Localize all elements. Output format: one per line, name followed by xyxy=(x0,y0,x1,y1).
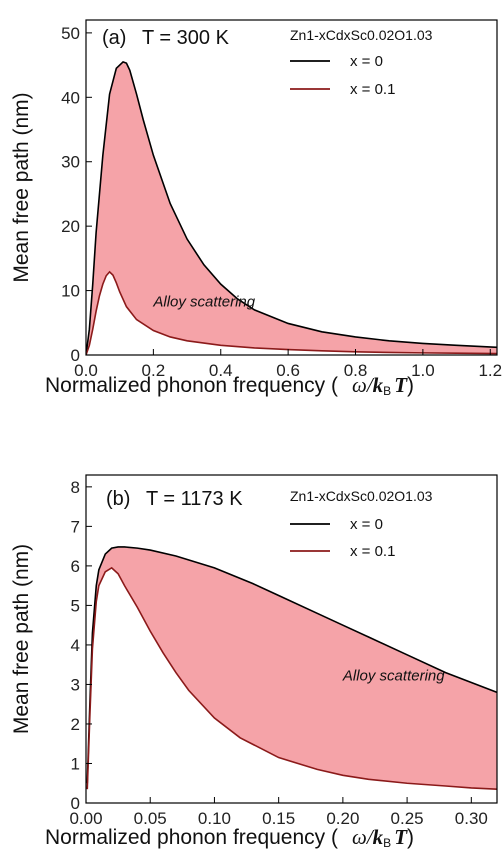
x-axis-title: Normalized phonon frequency ( ω/kB T) xyxy=(45,825,414,850)
x-tick-label: 0.0 xyxy=(74,361,98,380)
legend-label: x = 0 xyxy=(350,516,383,533)
plot-frame xyxy=(85,19,498,356)
y-tick-label: 6 xyxy=(71,557,80,576)
t-symbol: T xyxy=(394,373,408,397)
close-paren: ) xyxy=(407,826,414,849)
y-tick-label: 4 xyxy=(71,636,80,655)
alloy-scattering-annotation: Alloy scattering xyxy=(342,667,445,684)
x-tick-label: 0.4 xyxy=(209,361,233,380)
omega-symbol: ω xyxy=(352,825,367,849)
y-tick-label: 20 xyxy=(61,217,80,236)
close-paren: ) xyxy=(407,374,414,397)
y-tick-label: 40 xyxy=(61,88,80,107)
alloy-scattering-annotation: Alloy scattering xyxy=(152,294,255,311)
alloy-scattering-region xyxy=(87,546,497,790)
x-tick-label: 1.2 xyxy=(478,361,502,380)
panel-b: 0.00 0.05 0.10 0.15 0.20 0.25 0.30 0 1 2 3 4 5 6 7 8 Mea… xyxy=(10,474,498,850)
t-symbol: T xyxy=(394,825,408,849)
k-symbol: k xyxy=(373,825,384,849)
k-symbol: k xyxy=(373,373,384,397)
y-tick-label: 50 xyxy=(61,24,80,43)
series-line-x01 xyxy=(86,566,497,790)
x-tick-label: 0.2 xyxy=(142,361,166,380)
x-tick-label: 0.20 xyxy=(326,809,359,828)
y-tick-label: 3 xyxy=(71,675,80,694)
legend-label: x = 0.1 xyxy=(350,81,395,98)
y-tick-label: 7 xyxy=(71,517,80,536)
slash-symbol: / xyxy=(366,373,375,397)
x-tick-label: 0.00 xyxy=(69,809,102,828)
x-tick-label: 0.15 xyxy=(262,809,295,828)
y-tick-label: 8 xyxy=(71,478,80,497)
y-tick-label: 0 xyxy=(71,794,80,813)
b-subscript: B xyxy=(383,384,391,398)
y-tick-label: 30 xyxy=(61,153,80,172)
panel-a: 0.0 0.2 0.4 0.6 0.8 1.0 1.2 0 10 20 30 40 50 Mean fre… xyxy=(10,19,502,398)
x-axis-title: Normalized phonon frequency ( ω/kB T) xyxy=(45,373,414,398)
temperature-label: T = 1173 K xyxy=(146,488,243,510)
x-tick-label: 0.8 xyxy=(344,361,368,380)
temperature-label: T = 300 K xyxy=(142,27,230,49)
x-tick-label: 0.6 xyxy=(276,361,300,380)
panel-label: (a) xyxy=(102,27,126,49)
legend-title: Zn1-xCdxSc0.02O1.03 xyxy=(290,488,433,504)
x-tick-label: 0.05 xyxy=(134,809,167,828)
y-tick-label: 5 xyxy=(71,596,80,615)
x-tick-label: 0.30 xyxy=(455,809,488,828)
legend-label: x = 0 xyxy=(350,53,383,70)
y-axis-title: Mean free path (nm) xyxy=(10,92,33,282)
y-tick-label: 0 xyxy=(71,346,80,365)
b-subscript: B xyxy=(383,836,391,850)
y-tick-label: 10 xyxy=(61,282,80,301)
series-line-x0 xyxy=(86,60,497,355)
y-tick-label: 1 xyxy=(71,754,80,773)
y-tick-label: 2 xyxy=(71,715,80,734)
plot-frame xyxy=(85,474,498,804)
x-tick-label: 1.0 xyxy=(411,361,435,380)
legend-label: x = 0.1 xyxy=(350,543,395,560)
y-axis-title: Mean free path (nm) xyxy=(10,544,33,734)
slash-symbol: / xyxy=(366,825,375,849)
x-tick-label: 0.10 xyxy=(198,809,231,828)
series-line-x0 xyxy=(86,546,497,784)
legend-title: Zn1-xCdxSc0.02O1.03 xyxy=(290,27,433,43)
omega-symbol: ω xyxy=(352,373,367,397)
x-axis-title-text: Normalized phonon frequency ( xyxy=(45,826,338,849)
panel-label: (b) xyxy=(106,488,130,510)
alloy-scattering-region xyxy=(86,61,497,355)
x-axis-title-text: Normalized phonon frequency ( xyxy=(45,374,338,397)
x-tick-label: 0.25 xyxy=(391,809,424,828)
